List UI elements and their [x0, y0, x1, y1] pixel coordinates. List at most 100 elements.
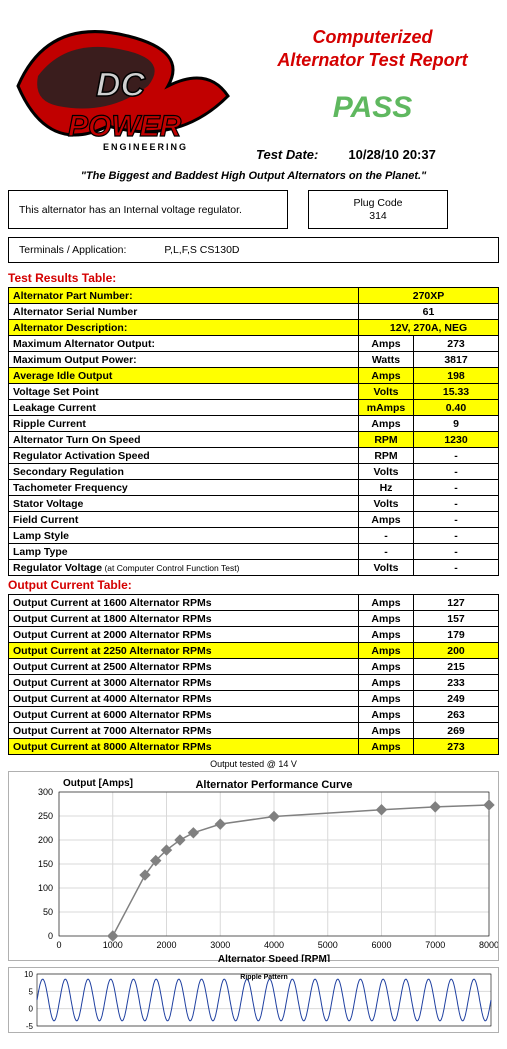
- table-row: Output Current at 1800 Alternator RPMsAm…: [9, 611, 499, 627]
- row-value: -: [414, 496, 499, 512]
- row-label: Regulator Voltage (at Computer Control F…: [9, 560, 359, 576]
- table-row: Regulator Activation SpeedRPM-: [9, 448, 499, 464]
- report-title-1: Computerized: [246, 26, 499, 49]
- row-label: Tachometer Frequency: [9, 480, 359, 496]
- regulator-note: This alternator has an Internal voltage …: [8, 190, 288, 229]
- header-right: Computerized Alternator Test Report PASS…: [246, 6, 499, 166]
- row-value: 273: [414, 336, 499, 352]
- row-label: Field Current: [9, 512, 359, 528]
- table-row: Tachometer FrequencyHz-: [9, 480, 499, 496]
- row-value: 198: [414, 368, 499, 384]
- svg-text:4000: 4000: [264, 940, 284, 950]
- row-label: Ripple Current: [9, 416, 359, 432]
- table-row: Leakage CurrentmAmps0.40: [9, 400, 499, 416]
- row-label: Lamp Style: [9, 528, 359, 544]
- results-table: Alternator Part Number:270XPAlternator S…: [8, 287, 499, 576]
- table-row: Alternator Turn On SpeedRPM1230: [9, 432, 499, 448]
- results-section-title: Test Results Table:: [8, 271, 499, 285]
- row-unit: RPM: [359, 448, 414, 464]
- table-row: Output Current at 6000 Alternator RPMsAm…: [9, 707, 499, 723]
- svg-text:POWER: POWER: [68, 110, 182, 143]
- plug-code-box: Plug Code 314: [308, 190, 448, 229]
- svg-text:Alternator Speed [RPM]: Alternator Speed [RPM]: [218, 954, 330, 962]
- row-value: -: [414, 464, 499, 480]
- row-value: -: [414, 544, 499, 560]
- row-unit: Amps: [359, 707, 414, 723]
- terminals-box: Terminals / Application: P,L,F,S CS130D: [8, 237, 499, 263]
- table-row: Output Current at 1600 Alternator RPMsAm…: [9, 595, 499, 611]
- svg-text:5: 5: [29, 988, 34, 997]
- row-label: Output Current at 3000 Alternator RPMs: [9, 675, 359, 691]
- svg-text:8000: 8000: [479, 940, 498, 950]
- terminals-value: P,L,F,S CS130D: [164, 244, 239, 256]
- row-unit: Amps: [359, 659, 414, 675]
- info-boxes: This alternator has an Internal voltage …: [8, 190, 499, 229]
- row-unit: Amps: [359, 627, 414, 643]
- row-label: Voltage Set Point: [9, 384, 359, 400]
- svg-text:200: 200: [38, 835, 53, 845]
- table-row: Ripple CurrentAmps9: [9, 416, 499, 432]
- row-label: Average Idle Output: [9, 368, 359, 384]
- output-table: Output Current at 1600 Alternator RPMsAm…: [8, 594, 499, 755]
- table-row: Stator VoltageVolts-: [9, 496, 499, 512]
- row-label: Output Current at 7000 Alternator RPMs: [9, 723, 359, 739]
- table-row: Regulator Voltage (at Computer Control F…: [9, 560, 499, 576]
- row-label: Output Current at 1800 Alternator RPMs: [9, 611, 359, 627]
- table-row: Output Current at 7000 Alternator RPMsAm…: [9, 723, 499, 739]
- svg-text:7000: 7000: [425, 940, 445, 950]
- svg-text:3000: 3000: [210, 940, 230, 950]
- table-row: Output Current at 2500 Alternator RPMsAm…: [9, 659, 499, 675]
- row-value: -: [414, 528, 499, 544]
- svg-text:10: 10: [24, 970, 33, 979]
- row-unit: Watts: [359, 352, 414, 368]
- row-label: Output Current at 4000 Alternator RPMs: [9, 691, 359, 707]
- svg-text:Ripple Pattern: Ripple Pattern: [240, 974, 287, 981]
- svg-text:250: 250: [38, 811, 53, 821]
- table-row: Voltage Set PointVolts15.33: [9, 384, 499, 400]
- row-value: 270XP: [359, 288, 499, 304]
- svg-text:300: 300: [38, 787, 53, 797]
- row-label: Leakage Current: [9, 400, 359, 416]
- row-unit: Volts: [359, 560, 414, 576]
- row-label: Output Current at 6000 Alternator RPMs: [9, 707, 359, 723]
- svg-text:50: 50: [43, 907, 53, 917]
- row-unit: Amps: [359, 611, 414, 627]
- row-unit: -: [359, 544, 414, 560]
- table-row: Output Current at 2250 Alternator RPMsAm…: [9, 643, 499, 659]
- row-value: -: [414, 512, 499, 528]
- test-date-label: Test Date:: [256, 147, 318, 162]
- row-label: Alternator Turn On Speed: [9, 432, 359, 448]
- table-row: Output Current at 2000 Alternator RPMsAm…: [9, 627, 499, 643]
- row-unit: Amps: [359, 675, 414, 691]
- svg-text:0: 0: [29, 1005, 34, 1014]
- row-unit: mAmps: [359, 400, 414, 416]
- output-section-title: Output Current Table:: [8, 578, 499, 592]
- svg-text:150: 150: [38, 859, 53, 869]
- row-label: Maximum Alternator Output:: [9, 336, 359, 352]
- row-unit: Volts: [359, 464, 414, 480]
- row-unit: Amps: [359, 512, 414, 528]
- terminals-label: Terminals / Application:: [19, 244, 126, 256]
- table-row: Alternator Serial Number61: [9, 304, 499, 320]
- row-label: Alternator Description:: [9, 320, 359, 336]
- table-row: Lamp Style--: [9, 528, 499, 544]
- row-label: Output Current at 2000 Alternator RPMs: [9, 627, 359, 643]
- status-text: PASS: [246, 91, 499, 125]
- table-row: Alternator Part Number:270XP: [9, 288, 499, 304]
- svg-text:Output [Amps]: Output [Amps]: [63, 778, 133, 789]
- svg-text:0: 0: [56, 940, 61, 950]
- svg-text:5000: 5000: [318, 940, 338, 950]
- table-row: Secondary RegulationVolts-: [9, 464, 499, 480]
- row-value: 215: [414, 659, 499, 675]
- row-value: 249: [414, 691, 499, 707]
- table-row: Output Current at 8000 Alternator RPMsAm…: [9, 739, 499, 755]
- tagline: "The Biggest and Baddest High Output Alt…: [8, 170, 499, 182]
- perf-chart: 0501001502002503000100020003000400050006…: [8, 771, 499, 961]
- row-value: -: [414, 560, 499, 576]
- row-value: 263: [414, 707, 499, 723]
- row-label: Alternator Serial Number: [9, 304, 359, 320]
- row-unit: -: [359, 528, 414, 544]
- row-unit: Amps: [359, 416, 414, 432]
- table-row: Output Current at 3000 Alternator RPMsAm…: [9, 675, 499, 691]
- table-row: Average Idle OutputAmps198: [9, 368, 499, 384]
